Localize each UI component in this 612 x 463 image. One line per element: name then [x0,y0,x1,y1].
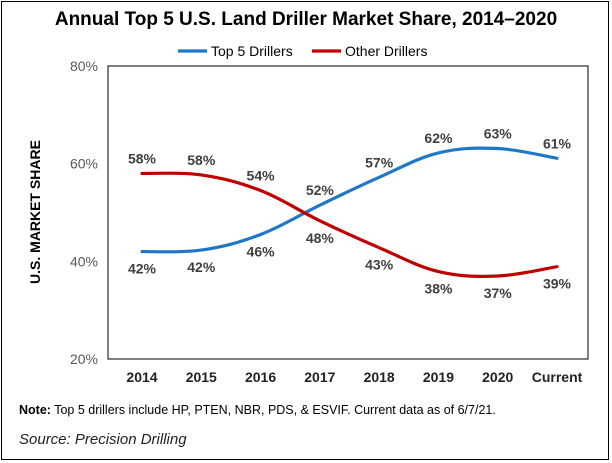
legend-label-other: Other Drillers [345,43,427,59]
source-credit: Source: Precision Drilling [19,431,187,448]
data-label-top5: 57% [365,154,394,170]
data-label-other: 37% [484,285,513,301]
data-label-other: 39% [543,276,572,292]
y-tick-label: 60% [70,156,98,172]
x-tick-label: 2017 [304,369,335,385]
x-tick-label: 2020 [482,369,513,385]
series-group [140,146,559,278]
x-tick-label: Current [532,369,583,385]
x-tick-label: 2014 [126,369,157,385]
data-label-other: 38% [424,281,453,297]
plot-area [107,65,589,360]
note-label: Note: [19,403,51,417]
data-label-other: 54% [247,168,276,184]
note-text: Top 5 drillers include HP, PTEN, NBR, PD… [54,403,496,417]
x-tick-label: 2018 [364,369,395,385]
data-label-other: 43% [365,257,394,273]
y-axis-label: U.S. MARKET SHARE [27,140,43,284]
data-label-other: 58% [187,152,216,168]
y-axis-ticks: 20% 40% 60% 80% [70,58,98,367]
legend: Top 5 Drillers Other Drillers [178,43,427,59]
chart-note: Note: Top 5 drillers include HP, PTEN, N… [19,403,496,417]
x-tick-label: 2016 [245,369,276,385]
chart-title: Annual Top 5 U.S. Land Driller Market Sh… [55,9,557,30]
data-label-top5: 61% [543,135,572,151]
legend-label-top5: Top 5 Drillers [211,43,293,59]
x-tick-label: 2019 [423,369,454,385]
data-label-top5: 42% [187,259,216,275]
data-label-top5: 63% [484,126,513,142]
x-axis-ticks: 2014 2015 2016 2017 2018 2019 2020 Current [126,369,582,385]
series-line-other [140,171,559,278]
data-label-top5: 46% [247,243,276,259]
data-label-other: 48% [306,230,335,246]
data-label-top5: 62% [424,130,453,146]
data-labels: 42% 58% 42% 58% 46% 54% 52% 48% 57% 43% 62% 38% 63% 3… [128,126,572,301]
y-tick-label: 80% [70,58,98,74]
data-label-top5: 52% [306,182,335,198]
x-tick-label: 2015 [186,369,217,385]
data-label-top5: 42% [128,261,157,277]
y-tick-label: 20% [70,351,98,367]
series-line-top5 [140,146,559,254]
y-tick-label: 40% [70,253,98,269]
data-label-other: 58% [128,150,157,166]
